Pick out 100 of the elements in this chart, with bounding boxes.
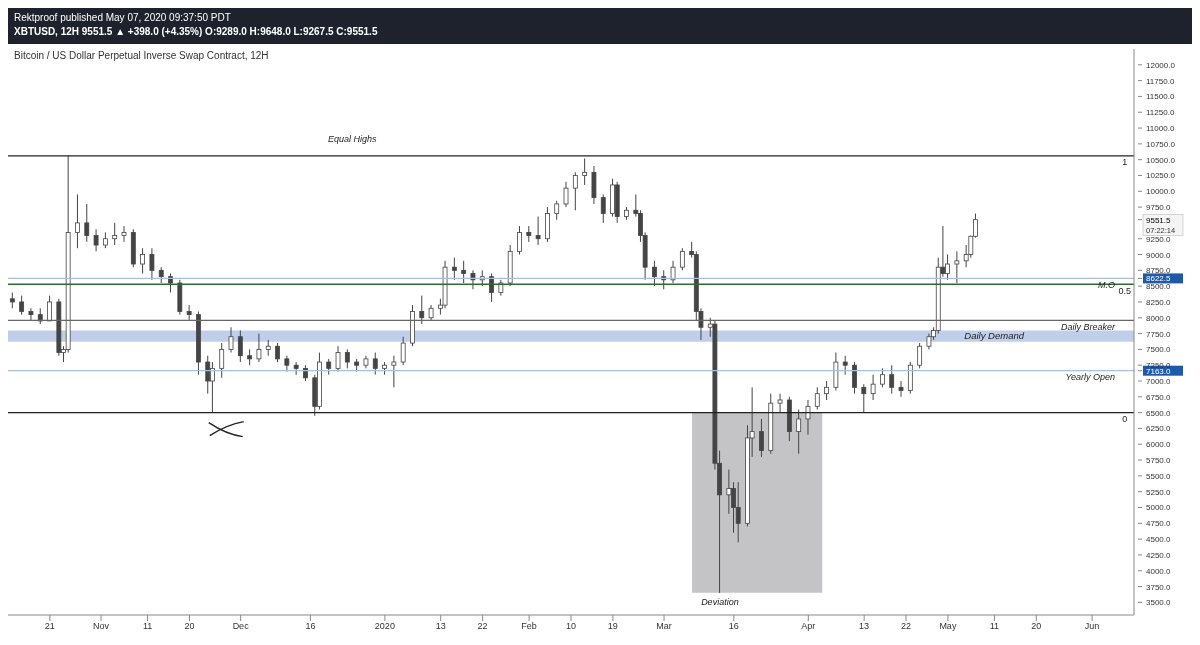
y-tick-label: 6750.0 bbox=[1146, 392, 1172, 402]
ref-line-label: Yearly Open bbox=[1065, 372, 1115, 383]
candlestick bbox=[400, 336, 406, 366]
candlestick bbox=[824, 380, 829, 401]
y-tick-label: 9000.0 bbox=[1146, 250, 1172, 260]
y-tick-label: 6500.0 bbox=[1146, 408, 1172, 418]
candlestick bbox=[814, 386, 820, 410]
x-tick-label: Feb bbox=[521, 621, 537, 632]
candlestick bbox=[917, 342, 923, 369]
annotation: 1 bbox=[1122, 157, 1128, 168]
candlestick bbox=[726, 469, 732, 515]
y-tick-label: 7750.0 bbox=[1146, 329, 1172, 339]
candlestick bbox=[47, 295, 52, 322]
candlestick bbox=[582, 157, 588, 186]
y-tick-label: 3500.0 bbox=[1146, 598, 1172, 608]
candlestick bbox=[735, 481, 741, 543]
candlestick bbox=[419, 295, 425, 325]
y-tick-label: 6000.0 bbox=[1146, 440, 1172, 450]
x-tick-label: 11 bbox=[142, 621, 153, 632]
candlestick bbox=[572, 171, 578, 211]
candlestick bbox=[372, 352, 378, 376]
candlestick bbox=[805, 399, 811, 436]
y-tick-label: 8750.0 bbox=[1146, 266, 1172, 276]
y-tick-label: 4250.0 bbox=[1146, 550, 1172, 560]
candlestick bbox=[256, 333, 262, 363]
y-tick-label: 4500.0 bbox=[1146, 535, 1172, 545]
y-tick-label: 3750.0 bbox=[1146, 582, 1172, 592]
y-tick-label: 9750.0 bbox=[1146, 203, 1172, 213]
x-tick-label: 21 bbox=[44, 621, 55, 632]
y-tick-label: 7000.0 bbox=[1146, 377, 1172, 387]
x-tick-label: 10 bbox=[565, 621, 577, 632]
x-tick-label: Mar bbox=[656, 621, 672, 632]
annotation: Deviation bbox=[701, 597, 739, 608]
candlestick bbox=[759, 418, 764, 458]
candlestick bbox=[889, 364, 895, 395]
candlestick bbox=[140, 247, 146, 274]
candlestick bbox=[28, 307, 34, 322]
candlestick bbox=[670, 260, 676, 284]
band-label: Daily Demand bbox=[964, 330, 1025, 342]
y-tick-label: 5250.0 bbox=[1146, 487, 1172, 497]
candlestick bbox=[149, 247, 155, 281]
candlestick bbox=[954, 250, 960, 284]
candlestick bbox=[391, 355, 397, 388]
x-tick-label: 22 bbox=[901, 621, 912, 632]
candlestick bbox=[19, 295, 25, 316]
x-tick-label: Apr bbox=[801, 621, 816, 632]
candlestick bbox=[205, 355, 211, 395]
y-tick-label: 5000.0 bbox=[1146, 503, 1172, 513]
y-tick-label: 4000.0 bbox=[1146, 566, 1172, 576]
ref-line-label: Daily Breaker bbox=[1060, 321, 1116, 332]
y-tick-label: 5750.0 bbox=[1146, 456, 1172, 466]
candlestick bbox=[186, 304, 192, 322]
candlestick bbox=[344, 348, 350, 369]
annotation: Equal Highs bbox=[328, 133, 378, 144]
y-tick-label: 11250.0 bbox=[1146, 108, 1175, 118]
text: Rektproof published May 07, 2020 09:37:50 PDT bbox=[14, 11, 232, 25]
candlestick bbox=[112, 222, 118, 246]
y-tick-label: 10250.0 bbox=[1146, 171, 1176, 181]
chart-title: Bitcoin / US Dollar Perpetual Inverse Swap Contract, 12H bbox=[14, 50, 269, 61]
y-tick-label: 10500.0 bbox=[1146, 155, 1176, 165]
candlestick bbox=[84, 203, 90, 243]
candlestick bbox=[652, 260, 657, 287]
candlestick bbox=[335, 345, 341, 373]
candlestick bbox=[777, 393, 783, 414]
y-tick-label: 8500.0 bbox=[1146, 282, 1172, 292]
candlestick bbox=[679, 247, 685, 271]
x-tick-label: 13 bbox=[859, 621, 870, 632]
y-tick-label: 8250.0 bbox=[1146, 297, 1172, 307]
candlestick bbox=[861, 383, 867, 414]
candlestick bbox=[517, 225, 522, 256]
candlestick bbox=[489, 273, 494, 303]
annotation: 0 bbox=[1122, 414, 1128, 425]
y-tick-label: 11750.0 bbox=[1146, 76, 1175, 86]
x-tick-label: 16 bbox=[728, 621, 739, 632]
x-tick-label: 16 bbox=[305, 621, 316, 632]
y-tick-label: 11000.0 bbox=[1146, 124, 1175, 134]
candlestick bbox=[554, 200, 560, 221]
y-tick-label: 11500.0 bbox=[1146, 92, 1175, 102]
y-tick-label: 5500.0 bbox=[1146, 471, 1172, 481]
annotation: 0.5 bbox=[1118, 285, 1131, 296]
candlestick bbox=[75, 193, 80, 249]
x-tick-label: 19 bbox=[607, 621, 618, 632]
candlestick bbox=[880, 367, 885, 388]
x-tick-label: 20 bbox=[184, 621, 195, 632]
candlestick bbox=[600, 193, 606, 224]
x-tick-label: Dec bbox=[232, 621, 250, 632]
x-tick-label: 11 bbox=[989, 621, 1000, 632]
y-tick-label: 9250.0 bbox=[1146, 234, 1172, 244]
x-tick-label: 20 bbox=[1031, 621, 1042, 632]
candlestick bbox=[470, 269, 476, 290]
candlestick bbox=[228, 326, 234, 354]
candlestick bbox=[563, 181, 569, 208]
candlestick bbox=[219, 342, 225, 379]
x-tick-label: Jun bbox=[1084, 621, 1100, 632]
y-tick-label: 8000.0 bbox=[1146, 313, 1172, 323]
y-tick-label: 10750.0 bbox=[1146, 139, 1176, 149]
y-tick-label: 10000.0 bbox=[1146, 187, 1176, 197]
candlestick bbox=[535, 216, 541, 246]
chart-subtitle: XBTUSD, 12H 9551.5 ▲ +398.0 (+4.35%) O:9289.0 H:9648.0 L:9267.5 C:9551.5 bbox=[14, 25, 379, 39]
candlestick bbox=[121, 225, 127, 243]
